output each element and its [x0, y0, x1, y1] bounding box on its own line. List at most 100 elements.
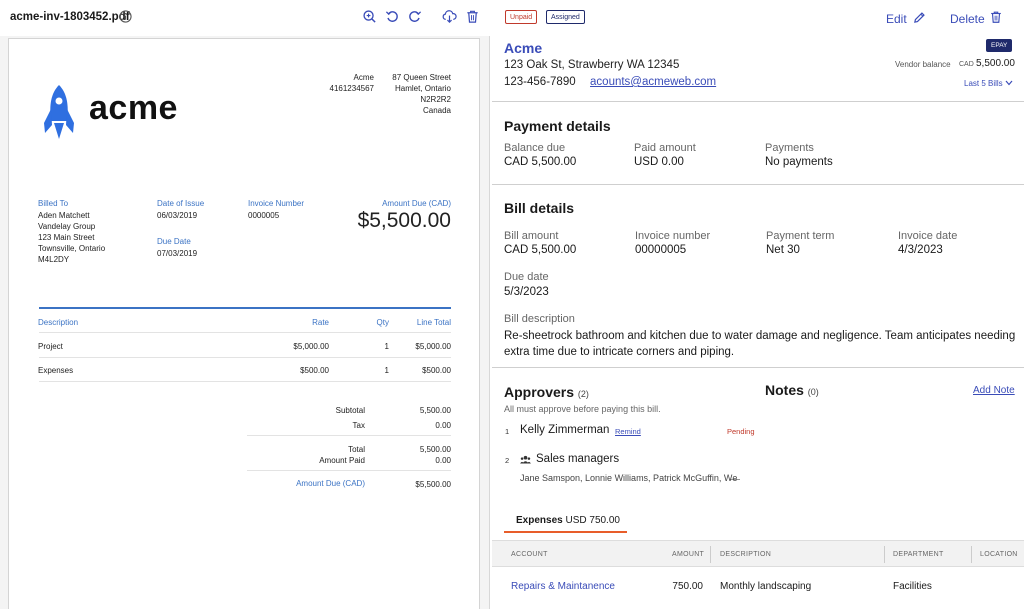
last-bills-dropdown[interactable]: Last 5 Bills — [964, 79, 1013, 88]
address-line: N2R2R2 — [420, 95, 451, 104]
address-line: Canada — [422, 106, 451, 115]
subtotal-label: Subtotal — [335, 406, 365, 415]
trash-icon[interactable] — [989, 10, 1003, 24]
totals-divider — [247, 470, 451, 471]
invoice-number-value: 0000005 — [248, 211, 280, 220]
line-item-description: Expenses — [38, 366, 74, 375]
line-item-total: $5,000.00 — [415, 342, 451, 351]
invoice-date-label: Invoice date — [898, 230, 958, 242]
final-amount-due-value: $5,500.00 — [415, 480, 451, 489]
date-of-issue-label: Date of Issue — [157, 199, 205, 208]
approver-number: 1 — [505, 427, 510, 436]
rotate-right-icon[interactable] — [407, 9, 422, 24]
col-header-description: Description — [38, 318, 79, 327]
billed-to-line: Townsville, Ontario — [38, 244, 106, 253]
vendor-balance-value: 5,500.00 — [976, 58, 1015, 69]
vendor-balance-label: Vendor balance — [895, 60, 951, 69]
pdf-filename: acme-inv-1803452.pdf — [10, 11, 130, 23]
add-note-link[interactable]: Add Note — [973, 385, 1015, 396]
company-name: Acme — [353, 73, 374, 82]
invoice-date-value: 4/3/2023 — [898, 244, 943, 256]
section-divider — [492, 367, 1024, 368]
payment-term-value: Net 30 — [766, 244, 800, 256]
approvers-count: (2) — [577, 389, 589, 399]
row-divider — [39, 332, 451, 333]
section-divider — [492, 184, 1024, 185]
line-item-qty: 1 — [384, 342, 389, 351]
trash-icon[interactable] — [465, 9, 480, 24]
col-header-account: ACCOUNT — [511, 551, 548, 558]
pdf-page: acme Acme 4161234567 87 Queen Street Ham… — [8, 38, 480, 609]
paid-amount-label: Paid amount — [634, 142, 696, 154]
bill-amount-label: Bill amount — [504, 230, 559, 242]
expense-amount: 750.00 — [672, 581, 703, 592]
invoice-number-value: 00000005 — [635, 244, 687, 256]
vendor-email-link[interactable]: acounts@acmeweb.com — [590, 76, 717, 88]
billed-to-line: 123 Main Street — [38, 233, 95, 242]
col-header-amount: AMOUNT — [672, 551, 705, 558]
cloud-download-icon[interactable] — [442, 9, 457, 24]
pencil-icon[interactable] — [913, 11, 926, 24]
col-header-qty: Qty — [376, 318, 389, 327]
invoice-number-block: Invoice Number 0000005 — [248, 199, 304, 221]
approvers-title-text: Approvers — [504, 384, 575, 400]
info-icon[interactable] — [119, 10, 132, 23]
bill-description-label: Bill description — [504, 313, 575, 325]
line-item-rate: $5,000.00 — [293, 342, 329, 351]
address-line: 87 Queen Street — [392, 73, 451, 82]
company-logo-text: acme — [89, 89, 178, 127]
tax-label: Tax — [352, 421, 365, 430]
company-name-block: Acme 4161234567 — [319, 72, 375, 94]
total-label: Total — [348, 445, 365, 454]
billed-to-line: Aden Matchett — [38, 211, 90, 220]
line-item-qty: 1 — [384, 366, 389, 375]
subtotal-value: 5,500.00 — [419, 406, 451, 415]
approver-name: Kelly Zimmerman — [520, 424, 610, 436]
amount-paid-value: 0.00 — [435, 456, 451, 465]
edit-button[interactable]: Edit — [886, 12, 907, 26]
due-date-value: 5/3/2023 — [504, 286, 549, 298]
billed-to-block: Billed To Aden Matchett Vandelay Group 1… — [38, 199, 105, 265]
unpaid-badge: Unpaid — [505, 10, 538, 24]
billed-to-line: M4L2DY — [38, 255, 70, 264]
notes-title: Notes (0) — [765, 382, 819, 398]
rotate-left-icon[interactable] — [385, 9, 400, 24]
vendor-contact: 123-456-7890 acounts@acmeweb.com — [504, 76, 716, 88]
tab-expenses[interactable]: Expenses USD 750.00 — [516, 515, 620, 526]
expense-description: Monthly landscaping — [720, 581, 812, 592]
invoice-number-label: Invoice Number — [248, 199, 305, 208]
column-separator[interactable] — [971, 546, 972, 563]
row-divider — [39, 381, 451, 382]
column-separator[interactable] — [710, 546, 711, 563]
approvers-subtitle: All must approve before paying this bill… — [504, 404, 661, 414]
balance-due-value: CAD 5,500.00 — [504, 156, 577, 168]
amount-paid-label: Amount Paid — [319, 456, 365, 465]
line-item-rate: $500.00 — [300, 366, 329, 375]
last-bills-label: Last 5 Bills — [964, 79, 1003, 88]
zoom-in-icon[interactable] — [362, 9, 377, 24]
total-value: 5,500.00 — [419, 445, 451, 454]
payments-value: No payments — [765, 156, 833, 168]
delete-button[interactable]: Delete — [950, 12, 985, 26]
column-separator[interactable] — [884, 546, 885, 563]
assigned-badge: Assigned — [546, 10, 585, 24]
remind-link[interactable]: Remind — [615, 427, 641, 436]
pending-status: Pending — [727, 427, 755, 436]
notes-count: (0) — [807, 387, 819, 397]
tax-value: 0.00 — [435, 421, 451, 430]
bill-description-value: Re-sheetrock bathroom and kitchen due to… — [504, 330, 1016, 358]
amount-due-label: Amount Due (CAD) — [382, 199, 451, 208]
billed-to-line: Vandelay Group — [38, 222, 96, 231]
row-divider — [39, 357, 451, 358]
chevron-down-icon — [1005, 80, 1013, 86]
pdf-toolbar: acme-inv-1803452.pdf — [0, 0, 490, 36]
vendor-name-link[interactable]: Acme — [504, 40, 543, 56]
col-header-location: LOCATION — [980, 551, 1018, 558]
tab-expenses-label: Expenses — [516, 515, 563, 526]
col-header-department: DEPARTMENT — [893, 551, 944, 558]
rocket-logo-icon — [44, 85, 74, 139]
tab-expenses-amount: USD 750.00 — [565, 515, 620, 526]
expense-account-link[interactable]: Repairs & Maintanence — [511, 581, 615, 592]
epay-badge: EPAY — [986, 39, 1013, 52]
approver-group-name: Sales managers — [536, 453, 620, 465]
